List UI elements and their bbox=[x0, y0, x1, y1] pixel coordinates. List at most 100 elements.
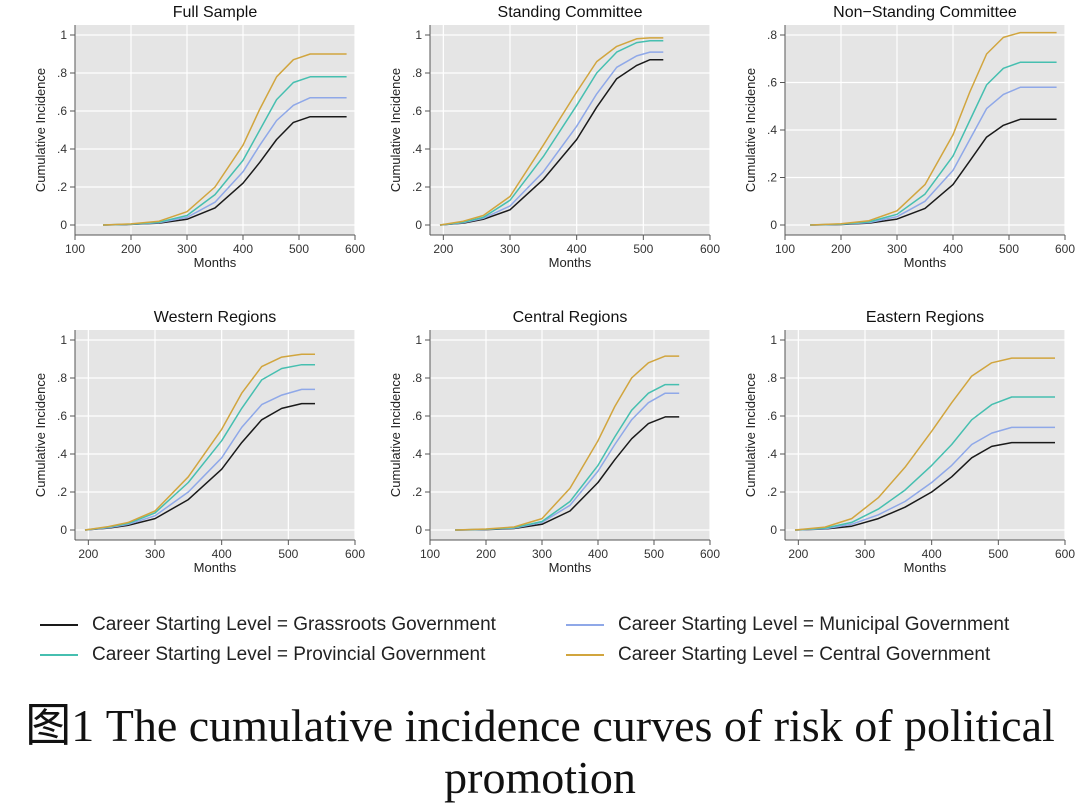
legend-swatch-grassroots bbox=[40, 624, 78, 626]
x-axis-label: Months bbox=[549, 560, 592, 575]
legend-swatch-municipal bbox=[566, 624, 604, 626]
y-tick-label: 0 bbox=[415, 523, 422, 537]
y-tick-label: .6 bbox=[412, 409, 422, 423]
series-line-central bbox=[439, 37, 664, 226]
y-tick-label: .2 bbox=[767, 171, 777, 185]
x-tick-label: 400 bbox=[212, 547, 232, 561]
y-axis-label: Cumulative Incidence bbox=[743, 68, 758, 192]
x-tick-label: 500 bbox=[278, 547, 298, 561]
x-tick-label: 200 bbox=[121, 242, 141, 256]
legend-label-municipal: Career Starting Level = Municipal Govern… bbox=[618, 614, 1010, 635]
legend-label-provincial: Career Starting Level = Provincial Gover… bbox=[92, 644, 486, 665]
figure-caption-line-1: 图1 The cumulative incidence curves of ri… bbox=[25, 700, 1055, 751]
panel-non-standing-committee: 100 200 300 400 500 600 0 .2 .4 .6 .8 Non−Standing … bbox=[743, 4, 1075, 270]
y-tick-label: .6 bbox=[767, 76, 777, 90]
y-tick-label: .4 bbox=[57, 142, 67, 156]
x-tick-label: 500 bbox=[633, 242, 653, 256]
x-tick-label: 600 bbox=[345, 547, 365, 561]
legend-label-grassroots: Career Starting Level = Grassroots Gover… bbox=[92, 614, 496, 635]
x-tick-label: 600 bbox=[700, 242, 720, 256]
series-line-provincial bbox=[794, 396, 1055, 531]
x-tick-label: 100 bbox=[65, 242, 85, 256]
y-tick-label: .8 bbox=[767, 371, 777, 385]
y-tick-label: 0 bbox=[60, 218, 67, 232]
series-line-central bbox=[794, 357, 1055, 531]
series-line-grassroots bbox=[84, 402, 315, 531]
series-line-provincial bbox=[810, 61, 1057, 226]
legend-item-provincial: Career Starting Level = Provincial Gover… bbox=[40, 644, 485, 666]
y-tick-label: 0 bbox=[415, 218, 422, 232]
x-tick-label: 300 bbox=[855, 547, 875, 561]
x-tick-label: 300 bbox=[500, 242, 520, 256]
x-tick-label: 600 bbox=[700, 547, 720, 561]
chart-title: Non−Standing Committee bbox=[833, 4, 1017, 21]
legend-label-central: Career Starting Level = Central Governme… bbox=[618, 644, 991, 665]
x-axis-label: Months bbox=[194, 255, 237, 270]
x-tick-label: 500 bbox=[999, 242, 1019, 256]
legend-swatch-provincial bbox=[40, 654, 78, 656]
series-line-provincial bbox=[439, 39, 664, 226]
y-tick-label: .2 bbox=[412, 180, 422, 194]
series-line-central bbox=[84, 353, 315, 531]
plot-area bbox=[430, 330, 710, 540]
y-tick-label: .8 bbox=[412, 371, 422, 385]
chart-title: Full Sample bbox=[173, 4, 258, 21]
panel-western-regions: 200 300 400 500 600 0 .2 .4 .6 .8 1 Western Regions… bbox=[33, 309, 365, 575]
y-tick-label: 1 bbox=[60, 28, 67, 42]
x-tick-label: 200 bbox=[788, 547, 808, 561]
x-axis-label: Months bbox=[194, 560, 237, 575]
x-tick-label: 600 bbox=[1055, 547, 1075, 561]
x-tick-label: 600 bbox=[1055, 242, 1075, 256]
chart-title: Eastern Regions bbox=[866, 309, 984, 326]
y-tick-label: .6 bbox=[767, 409, 777, 423]
plot-area bbox=[75, 330, 355, 540]
figure-caption-line-2: promotion bbox=[444, 752, 636, 803]
y-tick-label: .2 bbox=[412, 485, 422, 499]
chart-title: Standing Committee bbox=[498, 4, 643, 21]
plot-area bbox=[75, 25, 355, 235]
y-tick-label: .4 bbox=[412, 447, 422, 461]
y-tick-label: .4 bbox=[767, 447, 777, 461]
legend-item-municipal: Career Starting Level = Municipal Govern… bbox=[566, 614, 1009, 636]
x-tick-label: 500 bbox=[988, 547, 1008, 561]
x-tick-label: 200 bbox=[476, 547, 496, 561]
y-tick-label: .4 bbox=[767, 123, 777, 137]
y-tick-label: .6 bbox=[57, 409, 67, 423]
x-tick-label: 400 bbox=[567, 242, 587, 256]
series-line-municipal bbox=[794, 426, 1055, 531]
y-axis-label: Cumulative Incidence bbox=[33, 68, 48, 192]
series-line-grassroots bbox=[794, 441, 1055, 531]
y-tick-label: .4 bbox=[412, 142, 422, 156]
legend-item-central: Career Starting Level = Central Governme… bbox=[566, 644, 990, 666]
x-tick-label: 300 bbox=[887, 242, 907, 256]
y-axis-label: Cumulative Incidence bbox=[33, 373, 48, 497]
x-axis-label: Months bbox=[904, 255, 947, 270]
panel-standing-committee: 200 300 400 500 600 0 .2 .4 .6 .8 1 Standing Commit… bbox=[388, 4, 720, 270]
y-tick-label: 1 bbox=[60, 333, 67, 347]
panel-central-regions: 100 200 300 400 500 600 0 .2 .4 .6 .8 1 Central Regi… bbox=[388, 309, 720, 575]
y-tick-label: .8 bbox=[767, 28, 777, 42]
y-tick-label: .8 bbox=[412, 66, 422, 80]
series-line-central bbox=[810, 31, 1057, 226]
y-axis-label: Cumulative Incidence bbox=[388, 373, 403, 497]
y-tick-label: .2 bbox=[57, 485, 67, 499]
x-tick-label: 200 bbox=[831, 242, 851, 256]
x-tick-label: 300 bbox=[532, 547, 552, 561]
x-tick-label: 400 bbox=[943, 242, 963, 256]
y-tick-label: .2 bbox=[767, 485, 777, 499]
figure-caption: 图1 The cumulative incidence curves of ri… bbox=[0, 700, 1080, 804]
y-tick-label: .6 bbox=[57, 104, 67, 118]
plot-area bbox=[430, 25, 710, 235]
x-tick-label: 300 bbox=[177, 242, 197, 256]
series-line-central bbox=[455, 355, 680, 531]
y-axis-label: Cumulative Incidence bbox=[743, 373, 758, 497]
y-tick-label: 0 bbox=[770, 523, 777, 537]
x-axis-label: Months bbox=[549, 255, 592, 270]
y-tick-label: 1 bbox=[770, 333, 777, 347]
legend-item-grassroots: Career Starting Level = Grassroots Gover… bbox=[40, 614, 496, 636]
y-tick-label: 0 bbox=[60, 523, 67, 537]
x-tick-label: 200 bbox=[78, 547, 98, 561]
series-line-grassroots bbox=[439, 58, 664, 226]
legend-swatch-central bbox=[566, 654, 604, 656]
